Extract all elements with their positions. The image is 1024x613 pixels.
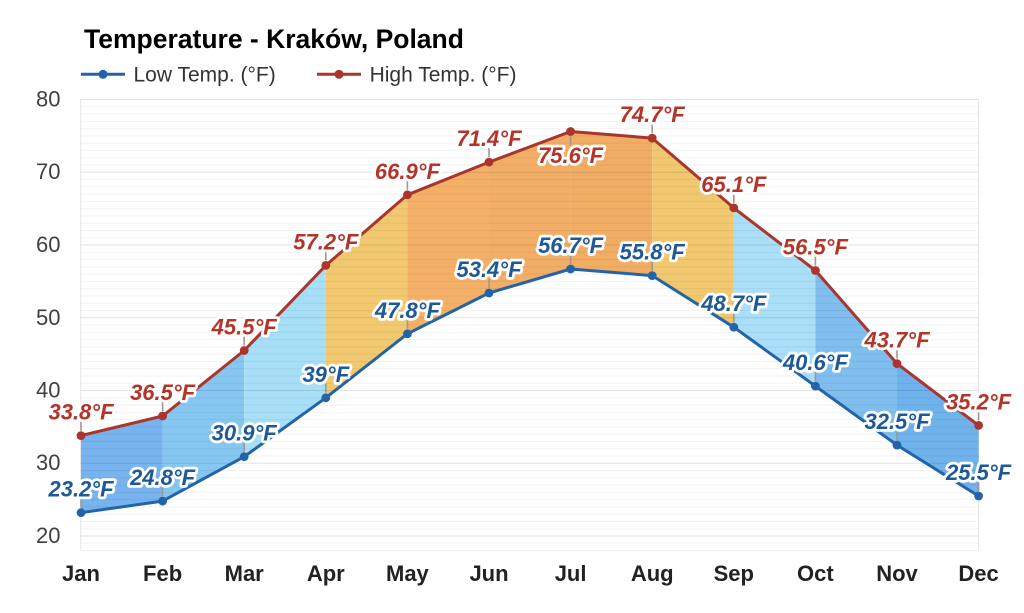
- svg-text:23.2°F: 23.2°F: [47, 477, 114, 502]
- svg-text:May: May: [386, 561, 430, 586]
- svg-text:Sep: Sep: [714, 561, 754, 586]
- svg-text:36.5°F: 36.5°F: [130, 380, 196, 405]
- svg-text:50: 50: [36, 305, 60, 330]
- svg-text:Temperature - Kraków, Poland: Temperature - Kraków, Poland: [84, 24, 464, 54]
- svg-text:57.2°F: 57.2°F: [293, 229, 359, 254]
- svg-text:Aug: Aug: [631, 561, 674, 586]
- svg-text:60: 60: [36, 232, 60, 257]
- svg-text:56.5°F: 56.5°F: [783, 235, 849, 260]
- svg-text:39°F: 39°F: [302, 362, 349, 387]
- svg-text:High Temp. (°F): High Temp. (°F): [370, 64, 517, 87]
- svg-text:20: 20: [36, 523, 60, 548]
- svg-text:47.8°F: 47.8°F: [374, 298, 441, 323]
- svg-text:Jan: Jan: [62, 561, 100, 586]
- svg-text:Nov: Nov: [876, 561, 918, 586]
- svg-text:80: 80: [36, 87, 60, 112]
- svg-text:30.9°F: 30.9°F: [212, 421, 278, 446]
- svg-text:55.8°F: 55.8°F: [620, 240, 686, 265]
- svg-text:71.4°F: 71.4°F: [456, 126, 522, 151]
- svg-text:65.1°F: 65.1°F: [701, 172, 767, 197]
- svg-text:70: 70: [36, 159, 60, 184]
- svg-text:75.6°F: 75.6°F: [538, 143, 604, 168]
- svg-text:Apr: Apr: [307, 561, 345, 586]
- svg-text:56.7°F: 56.7°F: [538, 233, 604, 258]
- svg-text:Feb: Feb: [143, 561, 182, 586]
- svg-text:43.7°F: 43.7°F: [863, 328, 930, 353]
- svg-text:Low Temp. (°F): Low Temp. (°F): [134, 64, 276, 87]
- svg-text:33.8°F: 33.8°F: [48, 400, 114, 425]
- svg-text:Mar: Mar: [225, 561, 265, 586]
- svg-text:35.2°F: 35.2°F: [946, 389, 1012, 414]
- svg-text:25.5°F: 25.5°F: [945, 460, 1012, 485]
- svg-text:48.7°F: 48.7°F: [700, 291, 767, 316]
- svg-text:Dec: Dec: [958, 561, 998, 586]
- svg-text:66.9°F: 66.9°F: [375, 159, 441, 184]
- svg-text:53.4°F: 53.4°F: [456, 257, 522, 282]
- svg-text:74.7°F: 74.7°F: [620, 102, 686, 127]
- svg-text:24.8°F: 24.8°F: [129, 465, 196, 490]
- svg-text:Oct: Oct: [797, 561, 834, 586]
- svg-text:32.5°F: 32.5°F: [864, 409, 930, 434]
- svg-text:40.6°F: 40.6°F: [782, 350, 849, 375]
- svg-text:Jun: Jun: [469, 561, 508, 586]
- svg-text:30: 30: [36, 450, 60, 475]
- svg-text:45.5°F: 45.5°F: [211, 315, 278, 340]
- svg-text:40: 40: [36, 378, 60, 403]
- svg-text:Jul: Jul: [555, 561, 587, 586]
